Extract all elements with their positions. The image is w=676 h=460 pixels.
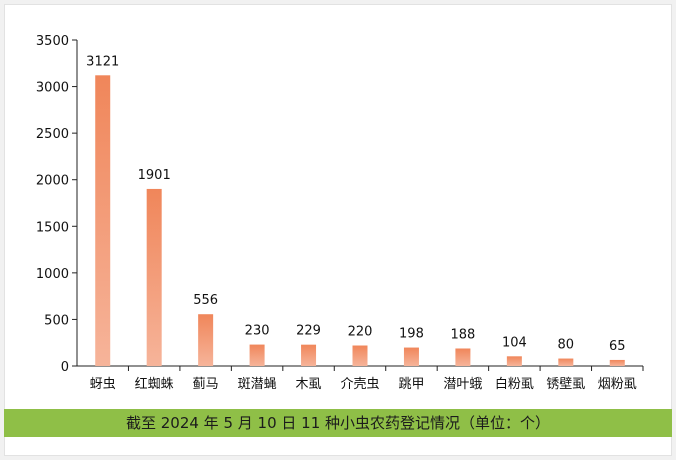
data-label: 65 [609,339,626,354]
data-label: 80 [558,338,575,353]
x-tick-label: 白粉虱 [495,376,534,392]
bar [95,75,111,366]
bar [403,347,419,366]
data-label: 1901 [138,168,171,183]
y-tick-label: 2500 [36,127,69,142]
x-tick-label: 蓟马 [193,377,219,392]
data-label: 3121 [86,54,119,69]
y-tick-label: 3000 [36,81,69,96]
data-label: 104 [502,335,527,350]
x-tick-label: 木虱 [296,377,322,392]
bar [198,314,214,366]
x-tick-label: 红蜘蛛 [135,376,174,392]
y-tick-label: 0 [61,360,69,375]
chart-frame [4,4,672,456]
data-label: 229 [296,324,321,339]
x-tick-label: 跳甲 [398,377,424,392]
y-tick-label: 2000 [36,174,69,189]
y-tick-label: 1500 [36,220,69,235]
x-tick-label: 锈壁虱 [546,377,585,392]
bar [609,359,625,366]
y-tick-label: 1000 [36,267,69,282]
bar [301,344,317,366]
x-tick-label: 潜叶蛾 [443,377,482,392]
data-label: 556 [193,293,218,308]
x-tick-label: 蚜虫 [90,377,116,392]
bar [455,348,471,366]
bar [352,345,368,366]
data-label: 220 [348,325,373,340]
data-label: 188 [450,327,475,342]
chart-caption: 截至 2024 年 5 月 10 日 11 种小虫农药登记情况（单位：个） [4,409,672,437]
bar [558,358,574,366]
bar [506,356,522,366]
x-tick-label: 介壳虫 [340,377,379,392]
x-tick-label: 斑潜蝇 [238,377,277,392]
y-tick-label: 500 [44,313,69,328]
bar [249,344,265,366]
data-label: 230 [245,324,270,339]
y-tick-label: 3500 [36,34,69,49]
x-tick-label: 烟粉虱 [598,377,637,392]
data-label: 198 [399,327,424,342]
bar [146,188,162,366]
